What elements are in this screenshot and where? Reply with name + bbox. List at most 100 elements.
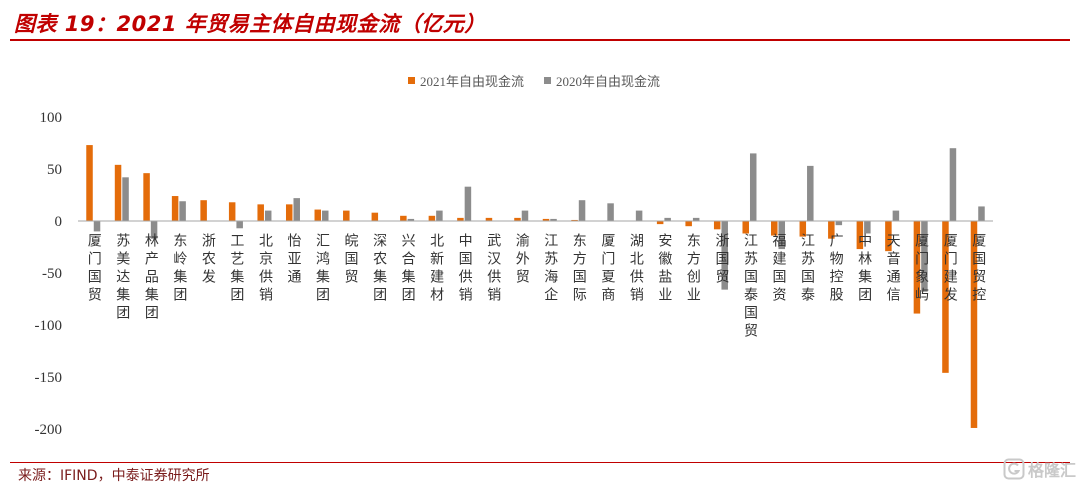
category-label: 安徽盐业	[656, 233, 673, 305]
category-label: 北新建材	[428, 233, 445, 305]
bar-series-2-item-18	[578, 200, 586, 221]
category-label: 北京供销	[256, 233, 273, 305]
bar-series-1-item-30	[913, 221, 921, 314]
bar-series-1-item-22	[685, 221, 692, 227]
bar-series-2-item-6	[236, 221, 243, 229]
category-label: 福建国资	[770, 233, 787, 305]
bar-series-1-item-8	[285, 204, 293, 221]
legend-swatch-2020	[544, 76, 552, 84]
bar-series-2-item-2	[122, 177, 129, 221]
bar-series-2-item-26	[807, 165, 814, 221]
legend: 2021年自由现金流 2020年自由现金流	[408, 71, 680, 90]
category-label: 天音通信	[884, 233, 901, 305]
bar-series-2-item-3	[150, 221, 158, 239]
category-label: 汇鸿集团	[314, 233, 331, 305]
bar-series-1-item-1	[86, 145, 93, 221]
bar-series-1-item-6	[228, 202, 236, 221]
bar-series-1-item-13	[428, 215, 436, 221]
category-label: 怡亚通	[285, 233, 302, 287]
bar-series-1-item-9	[314, 209, 322, 221]
bar-series-1-item-26	[799, 221, 807, 237]
legend-label-2020: 2020年自由现金流	[556, 73, 661, 89]
bar-series-1-item-23	[713, 221, 721, 230]
bar-series-1-item-31	[942, 221, 949, 373]
bar-series-2-item-30	[921, 221, 928, 292]
bar-series-2-item-16	[521, 210, 529, 221]
y-tick-label: 0	[55, 214, 63, 230]
category-label: 中国供销	[456, 233, 473, 305]
bar-series-1-item-10	[343, 210, 350, 221]
y-tick-label: 50	[47, 162, 62, 178]
category-label: 东岭集团	[171, 233, 188, 305]
chart-title: 图表 19：2021 年贸易主体自由现金流（亿元）	[14, 12, 486, 36]
bar-series-1-item-18	[571, 219, 578, 221]
category-label: 林产品集团	[142, 233, 159, 323]
category-label: 深农集团	[371, 233, 388, 305]
category-label: 江苏国泰国贸	[741, 233, 758, 341]
title-divider	[10, 39, 1070, 41]
y-tick-label: 100	[40, 110, 63, 126]
category-label: 皖国贸	[342, 233, 359, 287]
bar-series-1-item-25	[771, 221, 778, 236]
bar-series-2-item-21	[664, 217, 671, 221]
legend-swatch-2021	[408, 76, 415, 84]
bar-series-1-item-28	[856, 221, 864, 250]
category-label: 厦门夏商	[599, 233, 616, 305]
category-label: 兴合集团	[399, 233, 416, 305]
category-label: 东方国际	[570, 233, 587, 305]
bar-series-1-item-24	[742, 221, 749, 234]
bar-series-2-item-17	[550, 218, 557, 221]
bar-series-2-item-7	[264, 210, 272, 221]
bar-series-1-item-15	[485, 217, 493, 221]
bar-series-1-item-27	[828, 221, 835, 239]
bar-series-2-item-27	[835, 221, 843, 226]
category-label: 浙国贸	[713, 233, 730, 287]
bar-series-2-item-28	[864, 221, 871, 234]
bar-series-1-item-16	[514, 217, 521, 221]
y-tick-label: -100	[35, 318, 63, 334]
bar-series-2-item-20	[635, 210, 643, 221]
source-note: 来源：IFIND，中泰证券研究所	[18, 468, 210, 484]
category-label: 江苏国泰	[799, 233, 816, 305]
category-label: 苏美达集团	[114, 233, 131, 323]
bar-series-1-item-21	[656, 221, 664, 225]
legend-item-2021: 2021年自由现金流	[408, 71, 524, 90]
category-label: 厦门国贸	[85, 233, 102, 305]
watermark: 格隆汇	[1003, 457, 1076, 481]
y-tick-label: -50	[42, 266, 62, 282]
legend-label-2021: 2021年自由现金流	[420, 73, 525, 89]
bar-series-1-item-12	[400, 215, 407, 221]
bar-series-2-item-29	[892, 210, 900, 221]
category-label: 广物控股	[827, 233, 844, 305]
bar-series-1-item-5	[200, 200, 207, 221]
bar-series-2-item-8	[293, 198, 300, 221]
bar-series-1-item-14	[457, 217, 464, 221]
bar-series-1-item-7	[257, 204, 264, 221]
bar-series-2-item-25	[778, 221, 786, 250]
category-label: 工艺集团	[228, 233, 245, 305]
footer-divider	[10, 462, 1070, 463]
category-label: 厦门建发	[941, 233, 958, 305]
category-label: 浙农发	[199, 233, 216, 287]
category-label: 渝外贸	[513, 233, 530, 287]
bar-series-1-item-32	[970, 221, 978, 428]
category-label: 厦国贸控	[970, 233, 987, 305]
gelonghui-logo-icon	[1003, 458, 1025, 480]
y-tick-label: -150	[35, 370, 63, 386]
bar-series-1-item-2	[114, 164, 122, 221]
legend-item-2020: 2020年自由现金流	[544, 71, 660, 90]
bar-series-1-item-11	[371, 212, 379, 221]
bar-series-1-item-3	[143, 173, 150, 221]
bar-series-1-item-4	[171, 196, 179, 221]
bar-series-2-item-9	[322, 210, 329, 221]
bar-series-2-item-31	[949, 148, 957, 221]
category-label: 中林集团	[856, 233, 873, 305]
category-label: 湖北供销	[627, 233, 644, 305]
bar-series-2-item-23	[721, 221, 728, 290]
bar-series-2-item-24	[749, 153, 757, 221]
bar-series-2-item-19	[607, 203, 614, 221]
bar-series-1-item-29	[885, 221, 892, 252]
watermark-text: 格隆汇	[1028, 461, 1077, 480]
bar-series-2-item-22	[692, 217, 700, 221]
